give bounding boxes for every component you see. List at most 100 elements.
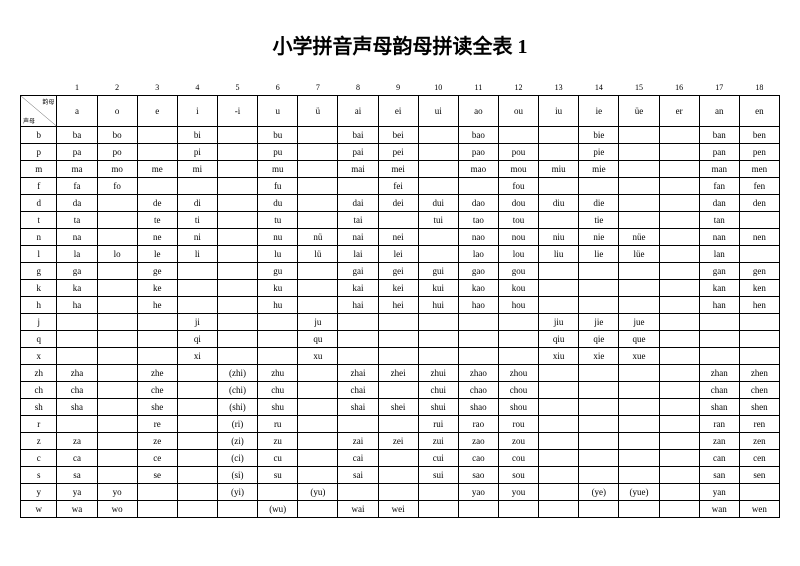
syllable-cell [338, 331, 378, 348]
syllable-cell: dou [498, 195, 538, 212]
syllable-cell [659, 263, 699, 280]
syllable-cell [97, 348, 137, 365]
syllable-cell: xi [177, 348, 217, 365]
syllable-cell [97, 365, 137, 382]
syllable-cell [298, 501, 338, 518]
syllable-cell: wen [739, 501, 779, 518]
initial-header: g [21, 263, 57, 280]
syllable-cell: chui [418, 382, 458, 399]
syllable-cell: ya [57, 484, 97, 501]
syllable-cell: ti [177, 212, 217, 229]
syllable-cell: shai [338, 399, 378, 416]
syllable-cell: kan [699, 280, 739, 297]
syllable-cell: ni [177, 229, 217, 246]
syllable-cell [659, 161, 699, 178]
syllable-cell [298, 280, 338, 297]
syllable-cell [619, 127, 659, 144]
syllable-cell: ben [739, 127, 779, 144]
syllable-cell [378, 467, 418, 484]
syllable-cell: shou [498, 399, 538, 416]
syllable-cell: xiu [539, 348, 579, 365]
column-number: 13 [539, 79, 579, 96]
initial-header: zh [21, 365, 57, 382]
syllable-cell [539, 467, 579, 484]
final-header: a [57, 96, 97, 127]
syllable-cell [418, 161, 458, 178]
syllable-cell [217, 178, 257, 195]
final-header: -i [217, 96, 257, 127]
syllable-cell: zhan [699, 365, 739, 382]
final-header: ou [498, 96, 538, 127]
syllable-cell: da [57, 195, 97, 212]
column-number: 7 [298, 79, 338, 96]
syllable-cell: shui [418, 399, 458, 416]
table-row: qqiquqiuqieque [21, 331, 780, 348]
initial-header: x [21, 348, 57, 365]
table-row: ggagegugaigeiguigaogougangen [21, 263, 780, 280]
syllable-cell: cao [458, 450, 498, 467]
syllable-cell: hen [739, 297, 779, 314]
syllable-cell [258, 484, 298, 501]
syllable-cell [498, 314, 538, 331]
syllable-cell: rou [498, 416, 538, 433]
syllable-cell [97, 399, 137, 416]
syllable-cell: tui [418, 212, 458, 229]
initial-header: t [21, 212, 57, 229]
syllable-cell [217, 246, 257, 263]
syllable-cell [97, 450, 137, 467]
initial-header: w [21, 501, 57, 518]
syllable-cell [579, 450, 619, 467]
table-row: wwawo(wu)waiweiwanwen [21, 501, 780, 518]
syllable-cell [418, 178, 458, 195]
syllable-cell: chai [338, 382, 378, 399]
syllable-cell: tan [699, 212, 739, 229]
initial-header: ch [21, 382, 57, 399]
syllable-cell [298, 144, 338, 161]
syllable-cell [458, 178, 498, 195]
syllable-cell [177, 399, 217, 416]
syllable-cell: na [57, 229, 97, 246]
syllable-cell: di [177, 195, 217, 212]
syllable-cell: chu [258, 382, 298, 399]
syllable-cell: qu [298, 331, 338, 348]
syllable-cell [539, 127, 579, 144]
initial-header: r [21, 416, 57, 433]
syllable-cell [97, 314, 137, 331]
syllable-cell [217, 212, 257, 229]
syllable-cell: gui [418, 263, 458, 280]
syllable-cell: he [137, 297, 177, 314]
syllable-cell [539, 399, 579, 416]
syllable-cell: yan [699, 484, 739, 501]
syllable-cell: mu [258, 161, 298, 178]
syllable-cell: ma [57, 161, 97, 178]
syllable-cell: ze [137, 433, 177, 450]
syllable-cell: bei [378, 127, 418, 144]
syllable-cell: man [699, 161, 739, 178]
table-row: llalolelilulülaileilaolouliulielüelan [21, 246, 780, 263]
column-number-row: 123456789101112131415161718 [21, 79, 780, 96]
syllable-cell: kei [378, 280, 418, 297]
pinyin-table: 123456789101112131415161718韵母声母aoei-iuüa… [20, 79, 780, 518]
syllable-cell [619, 195, 659, 212]
table-row: rre(ri)ruruiraorouranren [21, 416, 780, 433]
syllable-cell [659, 246, 699, 263]
syllable-cell: nei [378, 229, 418, 246]
syllable-cell [659, 314, 699, 331]
syllable-cell: gu [258, 263, 298, 280]
syllable-cell: ge [137, 263, 177, 280]
syllable-cell: dan [699, 195, 739, 212]
syllable-cell [217, 127, 257, 144]
column-number: 3 [137, 79, 177, 96]
syllable-cell: tu [258, 212, 298, 229]
column-number: 16 [659, 79, 699, 96]
syllable-cell [97, 280, 137, 297]
syllable-cell: qie [579, 331, 619, 348]
syllable-cell: wai [338, 501, 378, 518]
initial-header: l [21, 246, 57, 263]
syllable-cell: ga [57, 263, 97, 280]
syllable-cell [659, 501, 699, 518]
syllable-cell: jue [619, 314, 659, 331]
syllable-cell: ju [298, 314, 338, 331]
syllable-cell: gen [739, 263, 779, 280]
final-header: ei [378, 96, 418, 127]
